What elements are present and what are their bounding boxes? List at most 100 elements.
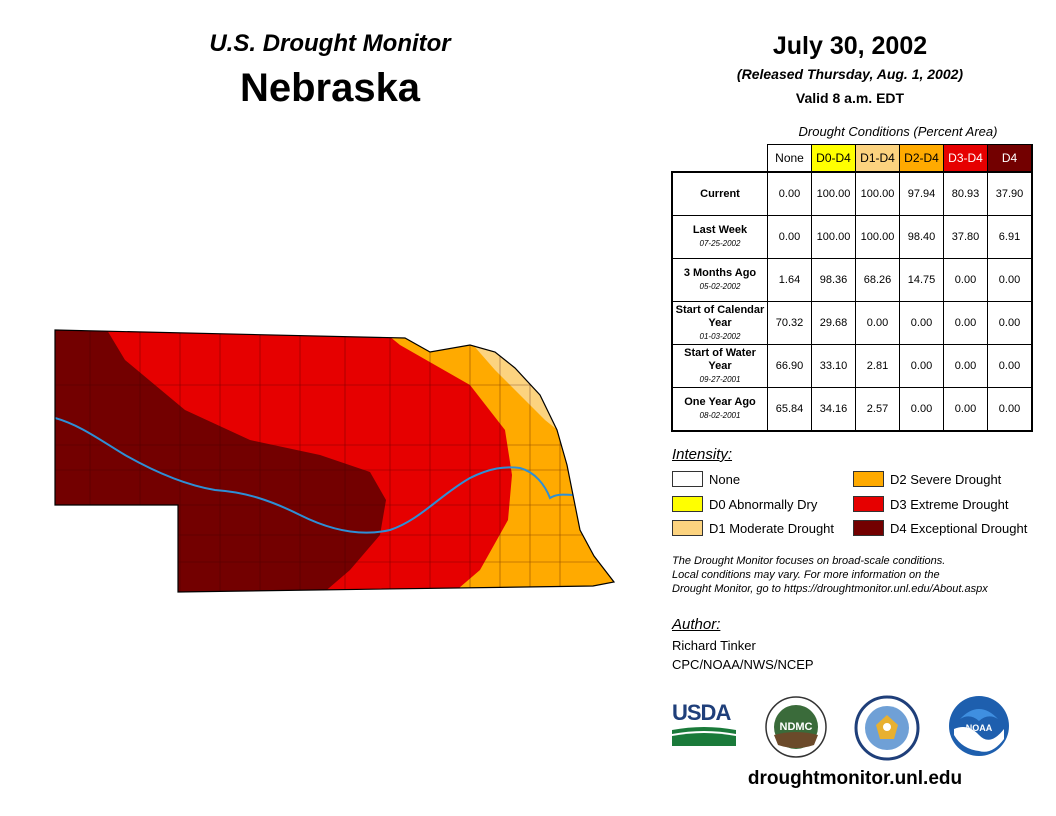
row-label-text: Start of Calendar Year — [675, 303, 765, 329]
row-label: Last Week 07-25-2002 — [671, 215, 768, 259]
legend-item: None — [672, 471, 740, 487]
drought-conditions-table: None D0-D4 D1-D4 D2-D4 D3-D4 D4 Current 0… — [671, 144, 1033, 432]
site-url[interactable]: droughtmonitor.unl.edu — [747, 768, 963, 789]
table-cell: 14.75 — [899, 258, 944, 302]
legend-label: D3 Extreme Drought — [890, 496, 1009, 512]
table-row: Last Week 07-25-2002 0.00 100.00 100.00 98.40… — [671, 215, 1033, 259]
note-line: The Drought Monitor focuses on broad-sca… — [672, 555, 946, 567]
table-cell: 0.00 — [987, 387, 1033, 432]
table-cell: 68.26 — [855, 258, 900, 302]
row-label: Start of Water Year 09-27-2001 — [671, 344, 768, 388]
legend-label: None — [709, 471, 741, 487]
table-cell: 0.00 — [767, 171, 812, 216]
nebraska-drought-map — [54, 329, 616, 593]
table-cell: 100.00 — [855, 215, 900, 259]
release-date: (Released Thursday, Aug. 1, 2002) — [736, 66, 964, 82]
table-cell: 29.68 — [811, 301, 856, 345]
legend-item: D2 Severe Drought — [853, 471, 1001, 487]
legend-swatch — [853, 471, 884, 487]
usda-logo: USDA — [672, 700, 736, 748]
legend-swatch — [672, 496, 703, 512]
row-date: 07-25-2002 — [699, 239, 741, 248]
legend-item: D3 Extreme Drought — [853, 496, 1009, 512]
table-corner — [672, 145, 768, 173]
noaa-logo: NOAA — [949, 696, 1009, 756]
table-cell: 0.00 — [855, 301, 900, 345]
legend-item: D4 Exceptional Drought — [853, 520, 1027, 536]
row-label: Start of Calendar Year 01-03-2002 — [671, 301, 768, 345]
row-label-text: One Year Ago — [684, 396, 756, 408]
table-cell: 0.00 — [943, 258, 988, 302]
legend-swatch — [672, 520, 703, 536]
table-cell: 0.00 — [899, 344, 944, 388]
noaa-logo-text: NOAA — [966, 723, 993, 733]
map-subtitle: U.S. Drought Monitor — [209, 30, 451, 57]
table-cell: 0.00 — [943, 301, 988, 345]
usda-logo-text: USDA — [672, 700, 731, 725]
table-cell: 33.10 — [811, 344, 856, 388]
table-cell: 70.32 — [767, 301, 812, 345]
col-header: D2-D4 — [899, 144, 944, 173]
table-cell: 2.81 — [855, 344, 900, 388]
table-header-row: None D0-D4 D1-D4 D2-D4 D3-D4 D4 — [672, 144, 1033, 173]
table-cell: 2.57 — [855, 387, 900, 432]
col-header: D3-D4 — [943, 144, 988, 173]
legend-swatch — [853, 496, 884, 512]
table-cell: 0.00 — [943, 344, 988, 388]
legend-title: Intensity: — [672, 446, 733, 463]
info-note: The Drought Monitor focuses on broad-sca… — [672, 554, 1042, 596]
platte-river — [55, 417, 576, 534]
col-header: D1-D4 — [855, 144, 900, 173]
legend-swatch — [672, 471, 703, 487]
valid-time: Valid 8 a.m. EDT — [795, 90, 905, 106]
row-label: Current — [671, 171, 768, 216]
author-title: Author: — [672, 616, 721, 633]
table-cell: 0.00 — [767, 215, 812, 259]
row-date: 05-02-2002 — [699, 282, 741, 291]
legend-label: D4 Exceptional Drought — [890, 520, 1028, 536]
row-label-text: Current — [700, 187, 740, 200]
table-row: Current 0.00 100.00 100.00 97.94 80.93 37.90 — [671, 171, 1033, 216]
table-row: Start of Calendar Year 01-03-2002 70.32 29.… — [671, 301, 1033, 345]
row-date: 08-02-2001 — [699, 411, 741, 420]
table-cell: 80.93 — [943, 171, 988, 216]
table-cell: 100.00 — [855, 171, 900, 216]
table-cell: 37.80 — [943, 215, 988, 259]
legend-label: D2 Severe Drought — [890, 471, 1002, 487]
table-cell: 0.00 — [987, 301, 1033, 345]
table-cell: 1.64 — [767, 258, 812, 302]
legend-item: D0 Abnormally Dry — [672, 496, 817, 512]
state-outline — [54, 329, 616, 593]
table-cell: 6.91 — [987, 215, 1033, 259]
row-label-text: Start of Water Year — [684, 346, 756, 372]
table-cell: 0.00 — [899, 387, 944, 432]
note-line: Drought Monitor, go to https://droughtmo… — [672, 583, 988, 595]
col-header: D0-D4 — [811, 144, 856, 173]
table-cell: 0.00 — [943, 387, 988, 432]
note-line: Local conditions may vary. For more info… — [672, 569, 940, 581]
table-cell: 0.00 — [987, 344, 1033, 388]
row-label: 3 Months Ago 05-02-2002 — [671, 258, 768, 302]
ndmc-logo-text: NDMC — [780, 721, 813, 733]
legend-item: D1 Moderate Drought — [672, 520, 834, 536]
table-cell: 100.00 — [811, 171, 856, 216]
table-cell: 37.90 — [987, 171, 1033, 216]
valid-date: July 30, 2002 — [772, 32, 928, 60]
table-row: 3 Months Ago 05-02-2002 1.64 98.36 68.26 14.7… — [671, 258, 1033, 302]
legend-label: D1 Moderate Drought — [709, 520, 835, 536]
table-cell: 98.40 — [899, 215, 944, 259]
table-cell: 65.84 — [767, 387, 812, 432]
author-org: CPC/NOAA/NWS/NCEP — [672, 657, 814, 672]
col-header: D4 — [987, 144, 1033, 173]
table-cell: 97.94 — [899, 171, 944, 216]
legend-swatch — [853, 520, 884, 536]
table-caption: Drought Conditions (Percent Area) — [798, 124, 998, 139]
row-label: One Year Ago 08-02-2001 — [671, 387, 768, 432]
table-row: One Year Ago 08-02-2001 65.84 34.16 2.57 0.00… — [671, 387, 1033, 432]
table-cell: 66.90 — [767, 344, 812, 388]
ndmc-logo: NDMC — [765, 696, 827, 758]
usda-hills-icon — [672, 727, 736, 746]
state-title: Nebraska — [239, 66, 421, 110]
col-header: None — [767, 144, 812, 173]
row-date: 01-03-2002 — [699, 331, 741, 341]
